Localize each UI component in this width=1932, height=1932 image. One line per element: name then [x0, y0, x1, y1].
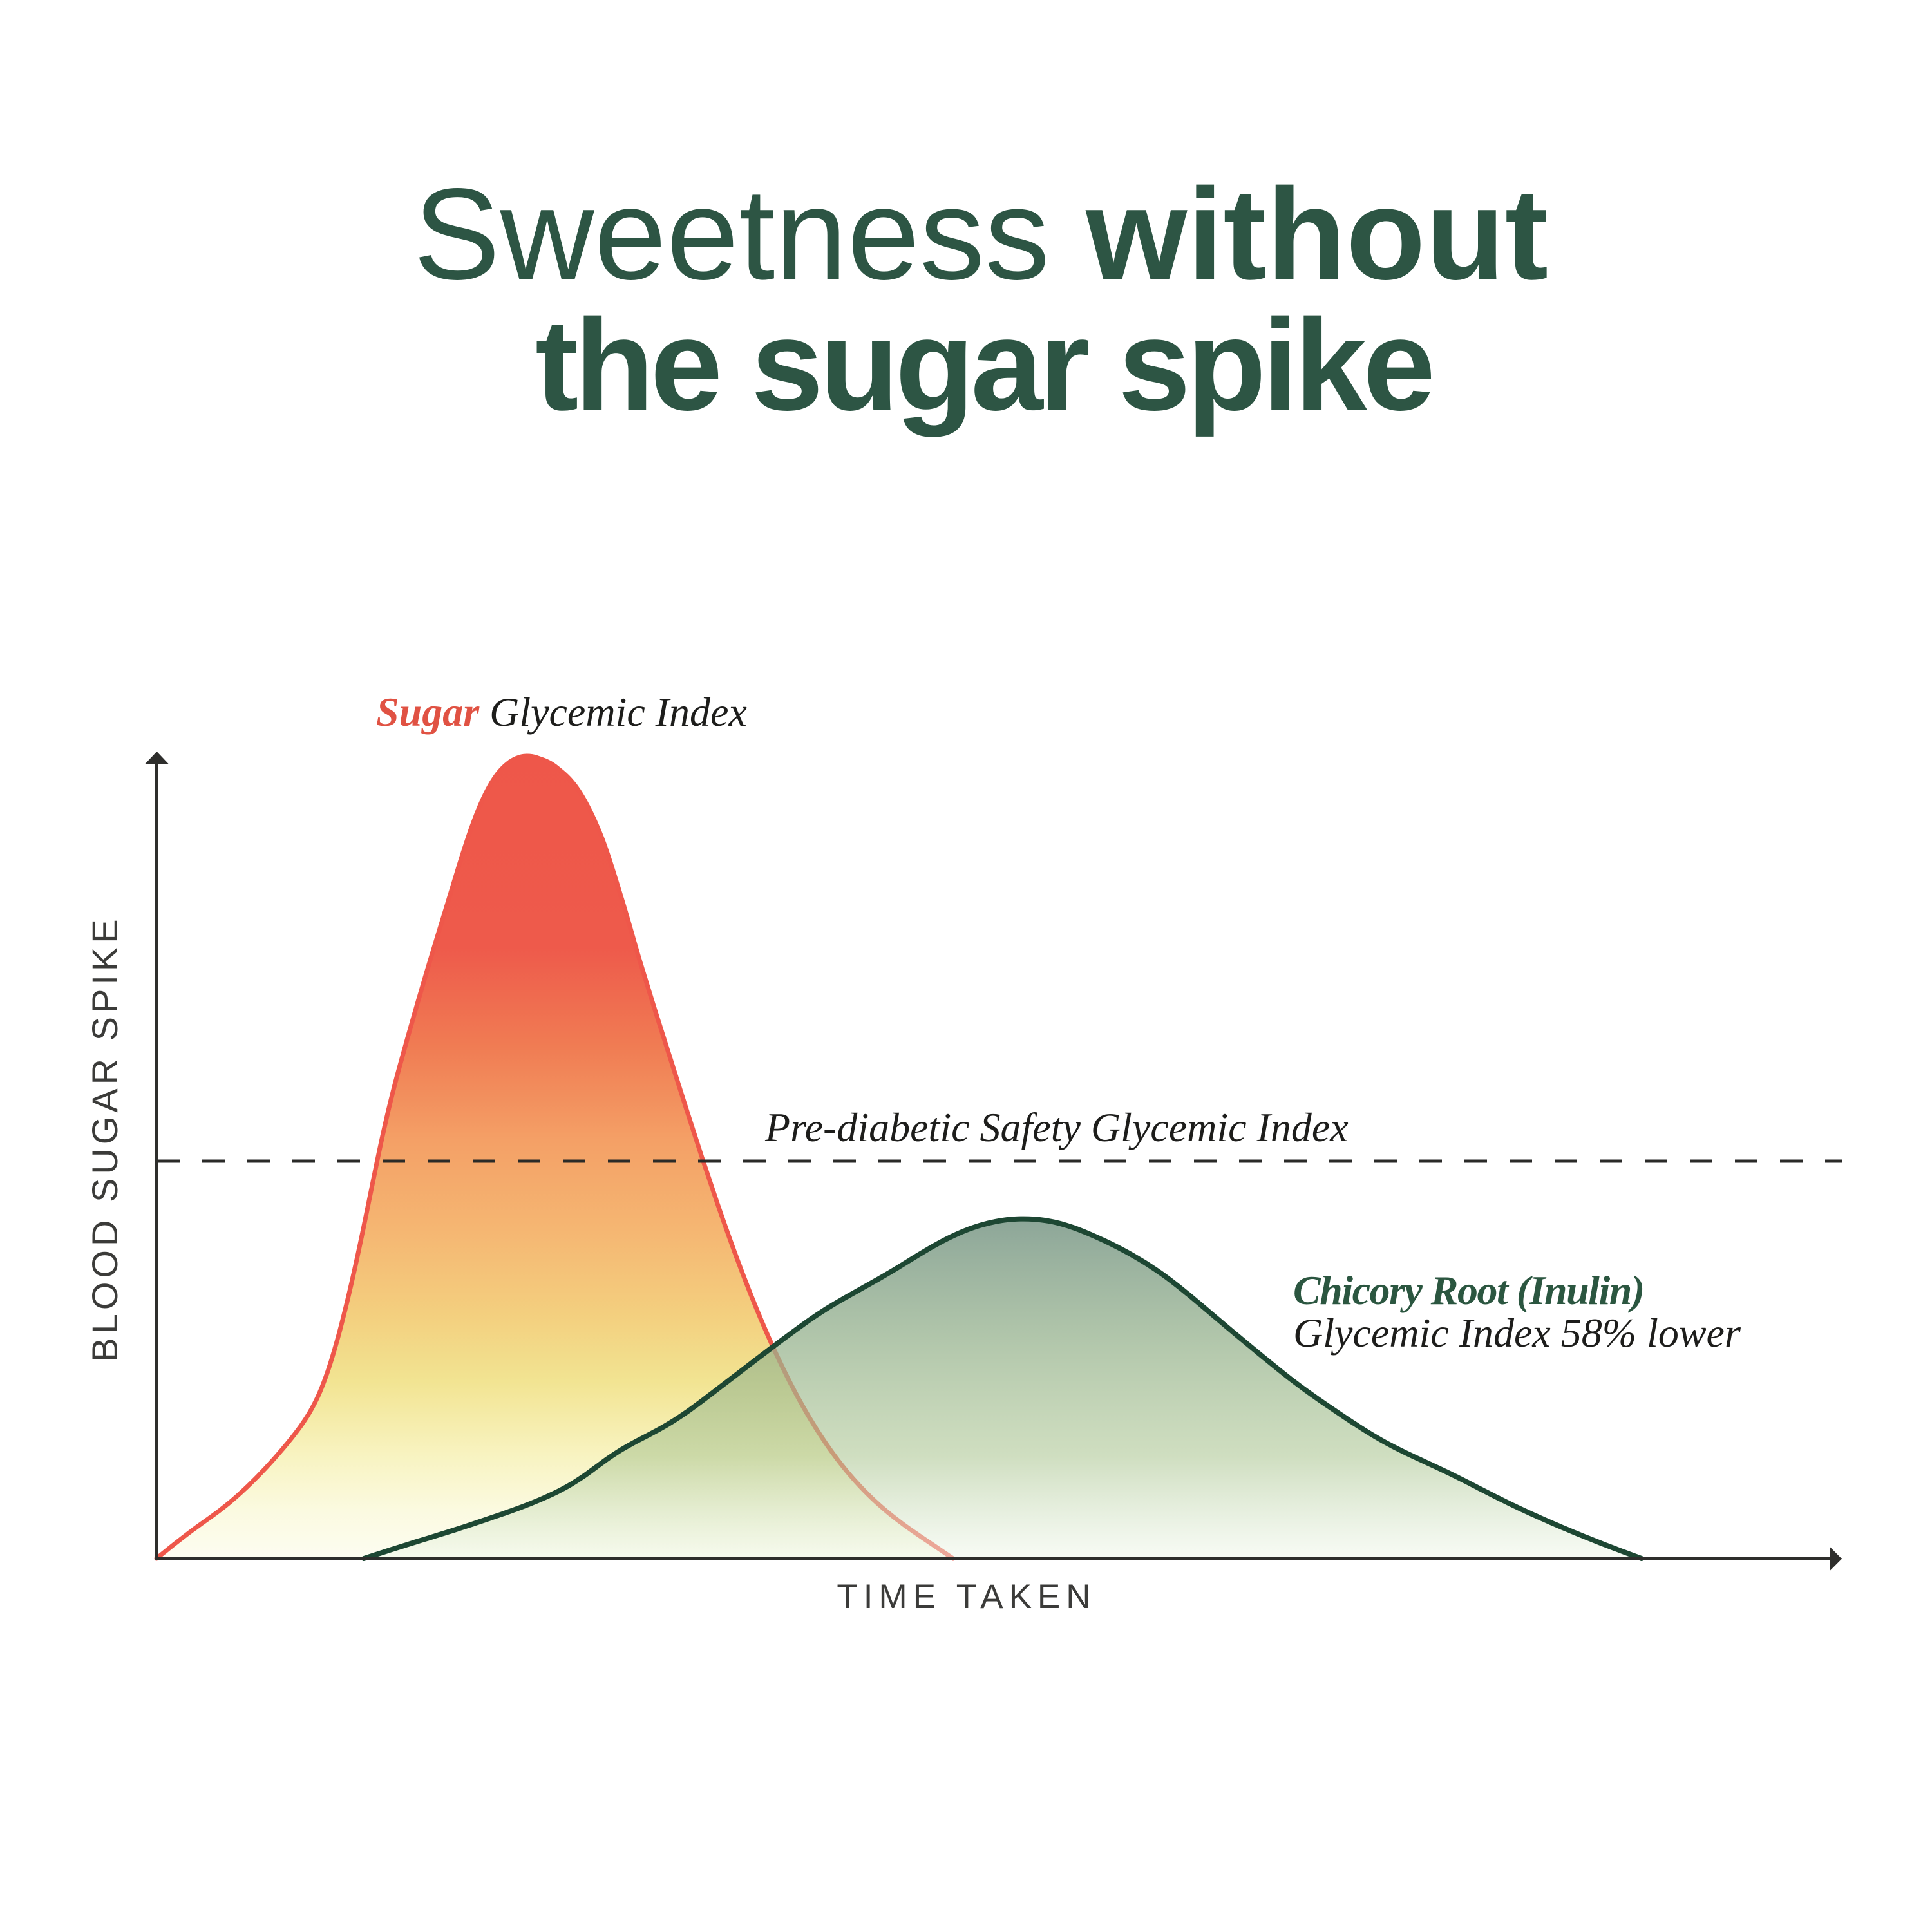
svg-text:BLOOD SUGAR SPIKE: BLOOD SUGAR SPIKE	[84, 915, 125, 1361]
svg-text:Sugar Glycemic Index: Sugar Glycemic Index	[376, 689, 747, 735]
svg-text:Chicory Root (Inulin): Chicory Root (Inulin)	[1293, 1267, 1644, 1313]
svg-text:Pre-diabetic Safety Glycemic I: Pre-diabetic Safety Glycemic Index	[764, 1104, 1349, 1150]
svg-text:TIME TAKEN: TIME TAKEN	[837, 1578, 1096, 1616]
svg-text:Sweetness without: Sweetness without	[413, 161, 1548, 307]
svg-text:Glycemic Index 58% lower: Glycemic Index 58% lower	[1293, 1310, 1741, 1356]
svg-text:the sugar spike: the sugar spike	[535, 292, 1432, 437]
